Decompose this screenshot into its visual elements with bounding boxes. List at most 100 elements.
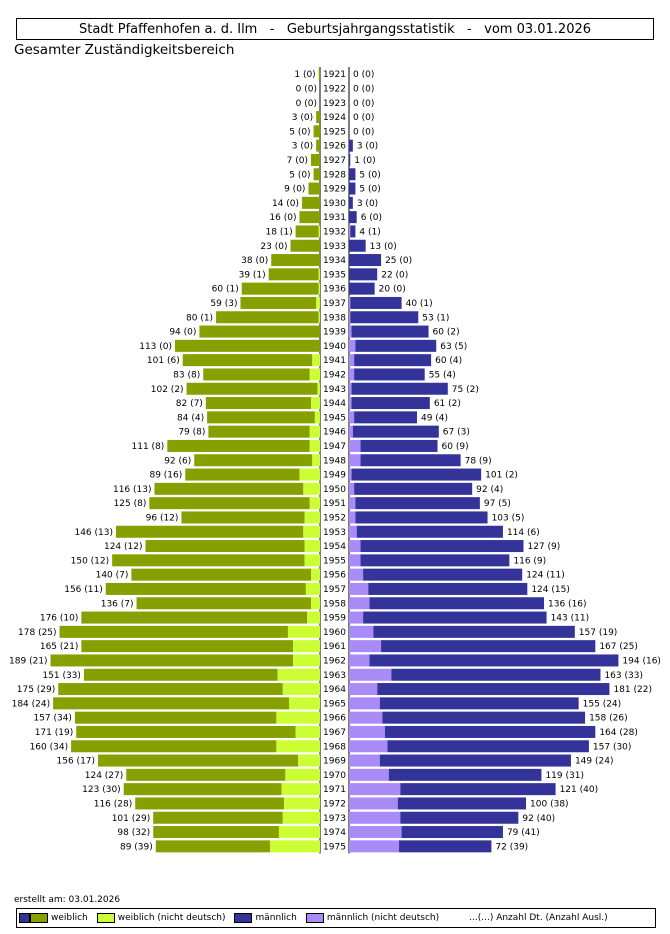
bar-female-1925 — [313, 125, 320, 138]
year-label-1939: 1939 — [323, 328, 346, 338]
label-female-1959: 176 (10) — [40, 614, 79, 624]
bar-female-1948 — [194, 454, 313, 467]
bar-female-1929 — [308, 182, 320, 195]
label-female-1962: 189 (21) — [9, 656, 48, 666]
bar-male-1934 — [349, 254, 382, 267]
legend-item-female: weiblich — [19, 913, 91, 923]
bar-male-1929 — [349, 182, 356, 195]
legend-swatch-female-dark — [19, 913, 30, 923]
legend-label-female: weiblich — [51, 913, 88, 923]
bar-female-foreign-1956 — [311, 568, 320, 581]
label-female-1929: 9 (0) — [284, 185, 305, 195]
label-male-1923: 0 (0) — [353, 99, 374, 109]
label-male-1969: 149 (24) — [575, 757, 614, 767]
legend-swatch-male — [234, 913, 253, 923]
bar-male-1947 — [360, 439, 438, 452]
label-male-1956: 124 (11) — [526, 571, 565, 581]
label-female-1934: 38 (0) — [241, 256, 268, 266]
label-female-1947: 111 (8) — [132, 442, 165, 452]
bar-male-foreign-1939 — [349, 325, 352, 338]
bar-female-1964 — [58, 683, 283, 696]
label-male-1931: 6 (0) — [361, 213, 382, 223]
year-label-1941: 1941 — [323, 356, 346, 366]
legend-swatch-female — [30, 913, 48, 923]
bar-male-foreign-1957 — [349, 582, 369, 595]
bar-male-1932 — [350, 225, 356, 238]
legend-label-male: männlich — [255, 913, 297, 923]
year-label-1925: 1925 — [323, 127, 346, 137]
label-female-1936: 60 (1) — [212, 285, 239, 295]
bar-female-1944 — [205, 397, 312, 410]
label-male-1946: 67 (3) — [443, 428, 470, 438]
label-male-1964: 181 (22) — [613, 685, 652, 695]
bar-male-foreign-1975 — [349, 840, 400, 853]
bar-female-1932 — [295, 225, 319, 238]
label-male-1965: 155 (24) — [583, 699, 622, 709]
legend-item-male: männlich — [234, 913, 299, 923]
bar-male-foreign-1949 — [349, 468, 352, 481]
bar-female-1928 — [313, 168, 320, 181]
year-label-1944: 1944 — [323, 399, 346, 409]
bar-male-1959 — [363, 611, 547, 624]
label-female-1938: 80 (1) — [186, 313, 213, 323]
bar-female-1941 — [182, 354, 313, 367]
bar-male-1943 — [351, 382, 448, 395]
bar-male-1930 — [349, 196, 353, 209]
bar-male-foreign-1947 — [349, 439, 361, 452]
bar-male-foreign-1940 — [349, 339, 356, 352]
bar-female-foreign-1949 — [299, 468, 320, 481]
year-label-1973: 1973 — [323, 814, 346, 824]
bar-male-1935 — [349, 268, 378, 281]
bar-male-1953 — [356, 525, 503, 538]
bar-female-foreign-1936 — [318, 282, 320, 295]
bar-female-foreign-1941 — [312, 354, 320, 367]
year-label-1974: 1974 — [323, 828, 346, 838]
label-male-1924: 0 (0) — [353, 113, 374, 123]
year-label-1972: 1972 — [323, 799, 346, 809]
year-label-1924: 1924 — [323, 113, 346, 123]
bar-male-1965 — [379, 697, 579, 710]
year-label-1923: 1923 — [323, 99, 346, 109]
bar-male-1933 — [349, 239, 366, 252]
bar-female-foreign-1974 — [278, 826, 320, 839]
bar-male-foreign-1964 — [349, 683, 378, 696]
bar-female-1960 — [59, 625, 288, 638]
created-date: erstellt am: 03.01.2026 — [14, 895, 121, 905]
bar-female-foreign-1968 — [276, 740, 320, 753]
label-male-1975: 72 (39) — [495, 842, 528, 852]
label-male-1973: 92 (40) — [522, 814, 555, 824]
bar-female-1956 — [131, 568, 312, 581]
bar-female-1974 — [153, 826, 279, 839]
label-female-1944: 82 (7) — [176, 399, 203, 409]
year-label-1942: 1942 — [323, 370, 346, 380]
bar-male-1928 — [349, 168, 356, 181]
label-female-1975: 89 (39) — [120, 842, 153, 852]
bar-female-1952 — [181, 511, 305, 524]
bar-female-1942 — [203, 368, 310, 381]
bar-male-1955 — [360, 554, 510, 567]
year-label-1961: 1961 — [323, 642, 346, 652]
label-female-1971: 123 (30) — [82, 785, 121, 795]
year-label-1971: 1971 — [323, 785, 346, 795]
label-male-1939: 60 (2) — [433, 328, 460, 338]
label-female-1966: 157 (34) — [33, 714, 72, 724]
bar-male-foreign-1963 — [349, 668, 392, 681]
bar-female-foreign-1952 — [304, 511, 320, 524]
label-male-1970: 119 (31) — [545, 771, 584, 781]
label-male-1961: 167 (25) — [599, 642, 638, 652]
bar-male-foreign-1950 — [349, 482, 355, 495]
year-label-1960: 1960 — [323, 628, 346, 638]
bar-male-1958 — [369, 597, 545, 610]
label-female-1956: 140 (7) — [96, 571, 129, 581]
bar-male-foreign-1946 — [349, 425, 353, 438]
bar-female-1943 — [186, 382, 318, 395]
bar-male-foreign-1972 — [349, 797, 398, 810]
bar-male-1939 — [351, 325, 429, 338]
label-male-1972: 100 (38) — [530, 799, 569, 809]
label-male-1927: 1 (0) — [354, 156, 375, 166]
label-male-1926: 3 (0) — [357, 142, 378, 152]
year-label-1933: 1933 — [323, 242, 346, 252]
year-label-1931: 1931 — [323, 213, 346, 223]
bar-female-1954 — [145, 540, 305, 553]
bar-female-foreign-1967 — [295, 725, 320, 738]
